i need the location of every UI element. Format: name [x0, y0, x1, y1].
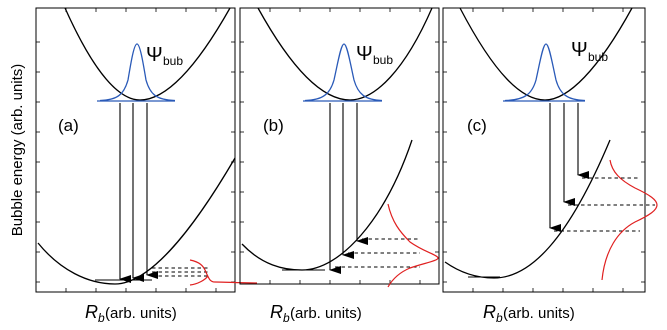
panel-b-label: (b) — [263, 116, 284, 135]
panel-b-upper-potential — [257, 7, 433, 101]
panel-c-ticks — [443, 8, 645, 292]
panel-b-frame — [239, 7, 440, 285]
panel-c-x-axis-label-units: (arb. units) — [503, 305, 575, 322]
panel-c-wavefunction — [504, 43, 586, 102]
panel-c: Ψ bub (c) R b (arb. units) — [442, 7, 658, 325]
panel-b-x-axis-label-symbol: R — [270, 302, 283, 322]
panel-c-emission-spectrum — [601, 159, 658, 281]
y-axis-label: Bubble energy (arb. units) — [9, 64, 26, 237]
panel-c-psi-symbol: Ψ — [571, 39, 588, 61]
panel-c-x-axis-label-symbol: R — [483, 302, 496, 322]
panel-c-frame — [442, 7, 646, 293]
panel-a-emission-spectrum-tail — [189, 275, 209, 286]
panel-a-wavefunction — [99, 43, 176, 102]
panel-b-psi-symbol: Ψ — [356, 43, 373, 65]
panel-b-x-axis-label-units: (arb. units) — [290, 305, 362, 322]
panel-a-frame — [35, 7, 236, 293]
panel-a-ticks — [36, 8, 235, 292]
panel-b: Ψ bub (b) R b (arb. units) — [239, 7, 440, 325]
panel-b-wavefunction — [304, 43, 383, 102]
panel-a-emission-spectrum — [189, 259, 258, 284]
panel-a-psi-subscript: bub — [163, 54, 183, 68]
panel-b-ticks — [240, 8, 439, 284]
panel-c-lower-potential — [444, 139, 611, 279]
panel-a-x-axis-label-units: (arb. units) — [105, 305, 177, 322]
panel-a-label: (a) — [58, 116, 79, 135]
panel-c-upper-potential — [459, 7, 633, 101]
panel-a-x-axis-label-subscript: b — [98, 311, 105, 325]
panel-b-emission-spectrum — [387, 203, 439, 288]
panel-a-x-axis-label-symbol: R — [85, 302, 98, 322]
panel-a: Ψ bub (a) R b (arb. units) — [35, 7, 258, 325]
panel-c-psi-subscript: bub — [588, 50, 608, 64]
panel-a-upper-potential — [64, 7, 231, 101]
panel-b-psi-subscript: bub — [373, 53, 393, 67]
panel-b-x-axis-label-subscript: b — [283, 311, 290, 325]
panel-a-lower-potential — [37, 157, 236, 285]
panel-b-lower-potential — [241, 139, 413, 271]
panel-c-x-axis-label-subscript: b — [496, 311, 503, 325]
panel-c-label: (c) — [467, 116, 487, 135]
panel-a-psi-symbol: Ψ — [146, 44, 163, 66]
